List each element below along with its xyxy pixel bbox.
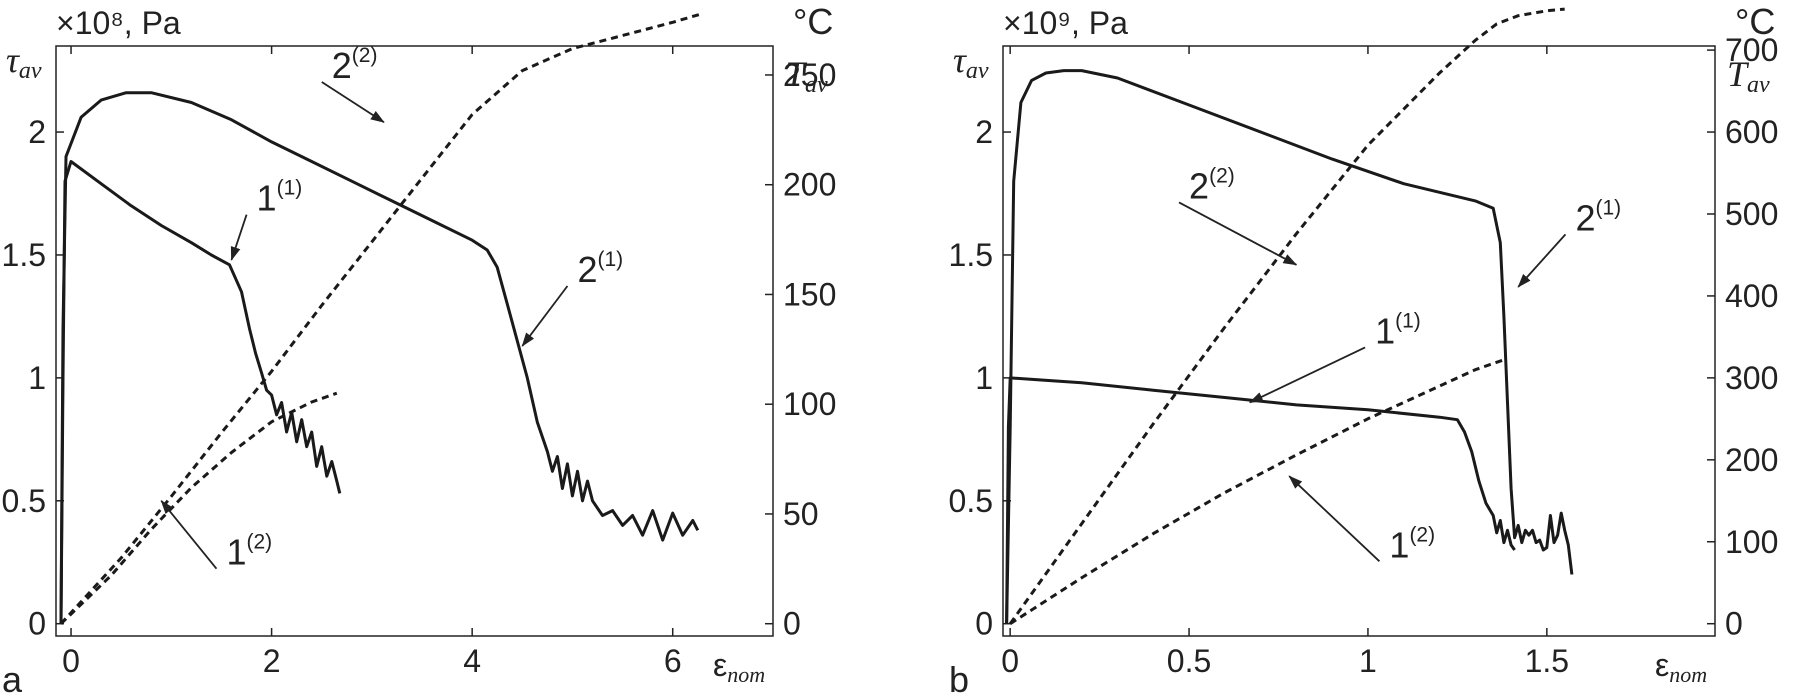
x-tick-label: 0 <box>1001 643 1019 679</box>
y-axis-label: τav <box>953 40 989 84</box>
y-tick-label: 0 <box>975 606 993 642</box>
annotation-label: 1(2) <box>226 531 272 573</box>
y2-tick-label: 400 <box>1725 278 1778 314</box>
y2-tick-label: 0 <box>1725 606 1743 642</box>
plot-frame <box>1002 45 1716 637</box>
annotation-arrow <box>521 285 569 347</box>
y2-tick-label: 100 <box>1725 524 1778 560</box>
right-axis-unit: °C <box>793 1 833 42</box>
y2-tick-label: 100 <box>783 386 836 422</box>
annotation-label: 1(1) <box>257 177 303 219</box>
annotation-arrow <box>230 214 248 261</box>
series-line-2-2- <box>59 12 704 625</box>
x-tick-label: 0.5 <box>1167 643 1211 679</box>
right-axis-unit: °C <box>1735 1 1775 42</box>
y-tick-label: 1.5 <box>2 237 46 273</box>
y2-tick-label: 600 <box>1725 114 1778 150</box>
panel-label: b <box>949 659 969 699</box>
left-axis-unit: ×10⁸, Pa <box>56 5 181 41</box>
y-axis-label: τav <box>6 40 42 84</box>
y2-tick-label: 250 <box>783 57 836 93</box>
y2-tick-label: 300 <box>1725 360 1778 396</box>
annotation-arrow <box>160 500 218 570</box>
plot-frame <box>55 45 774 637</box>
annotation-label: 2(2) <box>332 44 378 86</box>
y-tick-label: 2 <box>28 114 46 150</box>
y-tick-label: 1 <box>975 360 993 396</box>
annotation-arrow <box>1517 233 1567 288</box>
annotation-label: 2(1) <box>1575 196 1621 238</box>
chart-panel-b: 0 0.5 1 1.5 0 0.5 1 1.5 2 0 100 200 300 400 500 600 700 2… <box>949 1 1779 699</box>
annotation-label: 1(2) <box>1389 523 1435 565</box>
series-line-2-1- <box>1005 69 1574 624</box>
x-tick-label: 2 <box>263 643 281 679</box>
annotation-arrow <box>1288 475 1381 562</box>
annotation-arrow <box>1248 346 1366 404</box>
x-tick-label: 6 <box>664 643 682 679</box>
y2-tick-label: 200 <box>1725 442 1778 478</box>
y-tick-label: 0.5 <box>2 483 46 519</box>
left-axis-unit: ×10⁹, Pa <box>1003 5 1128 41</box>
series-line-1-1- <box>59 160 342 624</box>
x-tick-label: 1.5 <box>1525 643 1569 679</box>
y2-axis-label: Tav <box>1727 54 1770 98</box>
y-tick-label: 1 <box>28 360 46 396</box>
y-tick-label: 2 <box>975 114 993 150</box>
x-axis-label: εnom <box>713 647 765 687</box>
series-line-1-2- <box>59 391 338 625</box>
y2-tick-label: 500 <box>1725 196 1778 232</box>
y2-tick-label: 200 <box>783 167 836 203</box>
annotation-label: 2(2) <box>1189 164 1235 206</box>
y2-tick-label: 700 <box>1725 32 1778 68</box>
series-line-1-2- <box>1009 358 1505 625</box>
annotation-label: 2(1) <box>577 248 623 290</box>
chart-panel-a: 0 2 4 6 0 0.5 1 1.5 2 0 50 100 150 200 250 1(1) 2(1) 2(2)… <box>2 1 837 699</box>
x-tick-label: 4 <box>463 643 481 679</box>
y-tick-label: 0 <box>28 606 46 642</box>
panel-label: a <box>2 659 23 699</box>
y2-tick-label: 150 <box>783 276 836 312</box>
y-tick-label: 0.5 <box>949 483 993 519</box>
y2-tick-label: 50 <box>783 496 819 532</box>
series-line-1-1- <box>1005 376 1516 624</box>
annotation-label: 1(1) <box>1375 309 1421 351</box>
series-line-2-1- <box>59 91 700 624</box>
y-tick-label: 1.5 <box>949 237 993 273</box>
annotation-arrow <box>321 81 385 123</box>
y2-axis-label: Tav <box>785 54 828 98</box>
series-line-2-2- <box>1008 7 1565 625</box>
annotation-arrow <box>1178 201 1298 266</box>
x-tick-label: 1 <box>1359 643 1377 679</box>
x-axis-label: εnom <box>1655 647 1707 687</box>
x-tick-label: 0 <box>62 643 80 679</box>
y2-tick-label: 0 <box>783 606 801 642</box>
